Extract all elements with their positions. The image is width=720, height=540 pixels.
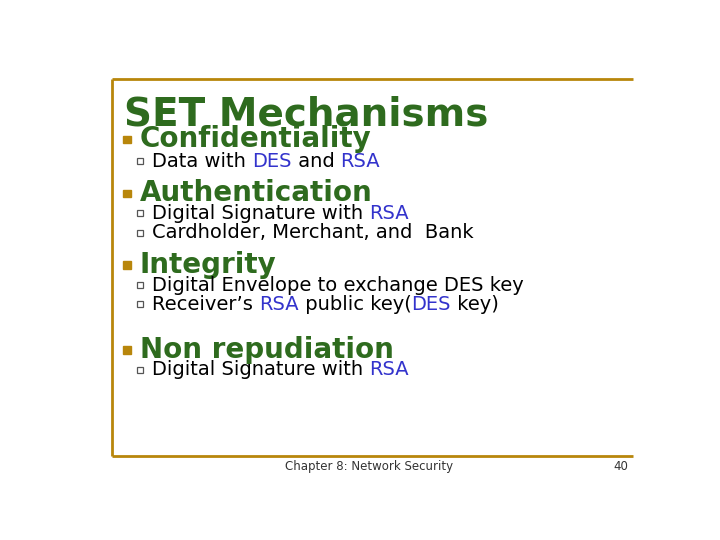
- Bar: [138, 282, 143, 288]
- Bar: [123, 190, 131, 197]
- Text: and: and: [292, 152, 341, 171]
- Text: Data with: Data with: [152, 152, 252, 171]
- Text: 40: 40: [613, 460, 629, 473]
- Bar: [123, 346, 131, 354]
- Text: Digital Envelope to exchange DES key: Digital Envelope to exchange DES key: [152, 275, 523, 294]
- Bar: [138, 210, 143, 217]
- Bar: [138, 301, 143, 307]
- Text: key): key): [451, 295, 499, 314]
- Text: Confidentiality: Confidentiality: [140, 125, 372, 153]
- Bar: [138, 367, 143, 373]
- Bar: [123, 261, 131, 269]
- Text: RSA: RSA: [369, 360, 409, 379]
- Text: Chapter 8: Network Security: Chapter 8: Network Security: [285, 460, 453, 473]
- Text: DES: DES: [252, 152, 292, 171]
- Text: DES: DES: [412, 295, 451, 314]
- Bar: [138, 230, 143, 236]
- Bar: [138, 158, 143, 164]
- Bar: [123, 136, 131, 143]
- Text: Integrity: Integrity: [140, 251, 276, 279]
- Text: Digital Signature with: Digital Signature with: [152, 204, 369, 223]
- Text: Non repudiation: Non repudiation: [140, 336, 393, 364]
- Text: SET Mechanisms: SET Mechanisms: [124, 96, 488, 133]
- Text: RSA: RSA: [341, 152, 380, 171]
- Text: Receiver’s: Receiver’s: [152, 295, 259, 314]
- Text: public key(: public key(: [299, 295, 412, 314]
- Text: Authentication: Authentication: [140, 179, 372, 207]
- Text: Cardholder, Merchant, and  Bank: Cardholder, Merchant, and Bank: [152, 223, 474, 242]
- Text: Digital Signature with: Digital Signature with: [152, 360, 369, 379]
- Text: RSA: RSA: [259, 295, 299, 314]
- Text: RSA: RSA: [369, 204, 409, 223]
